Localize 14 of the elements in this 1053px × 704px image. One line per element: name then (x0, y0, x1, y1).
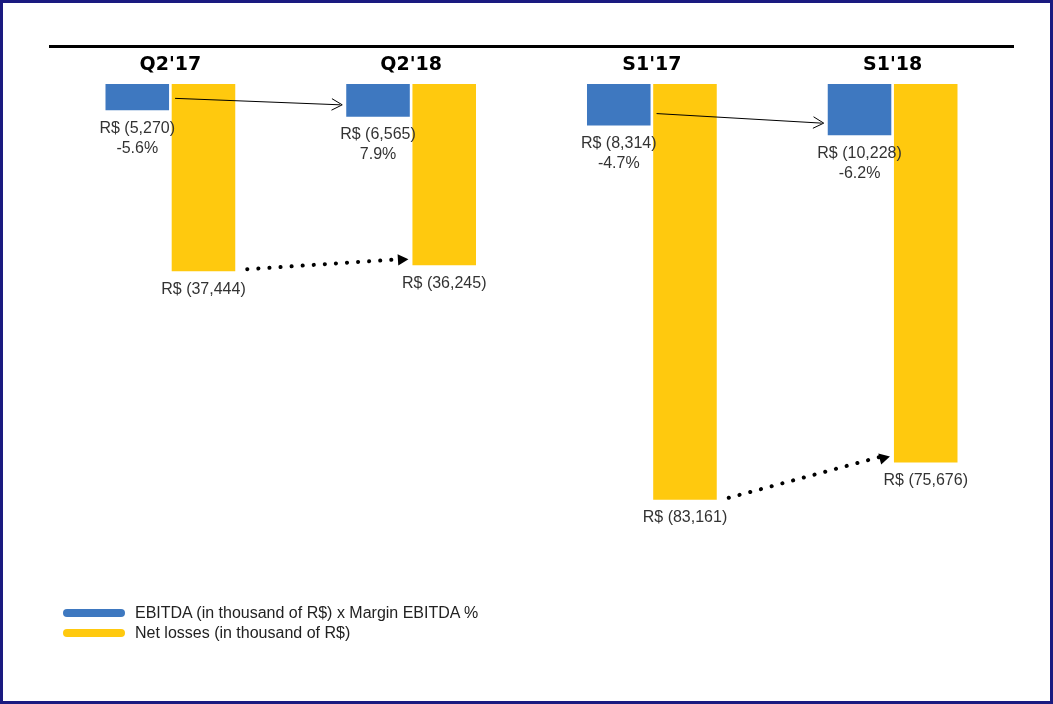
x-tick-label: Q2'18 (380, 52, 442, 75)
x-tick-label: S1'17 (622, 52, 682, 75)
x-tick-label: Q2'17 (139, 52, 202, 75)
data-label: R$ (37,444) (161, 279, 246, 297)
annotation: -6.2% (838, 163, 881, 181)
legend-label: Net losses (in thousand of R$) (135, 624, 351, 642)
x-tick-label: S1'18 (863, 52, 923, 75)
data-label: R$ (75,676) (883, 470, 968, 488)
annotation: -4.7% (597, 153, 640, 171)
annotation: 7.9% (359, 145, 397, 163)
legend-label: EBITDA (in thousand of R$) x Margin EBITDA % (135, 604, 479, 622)
annotation: -5.6% (116, 138, 159, 156)
data-label: R$ (36,245) (401, 273, 487, 291)
data-label: R$ (83,161) (642, 508, 728, 526)
